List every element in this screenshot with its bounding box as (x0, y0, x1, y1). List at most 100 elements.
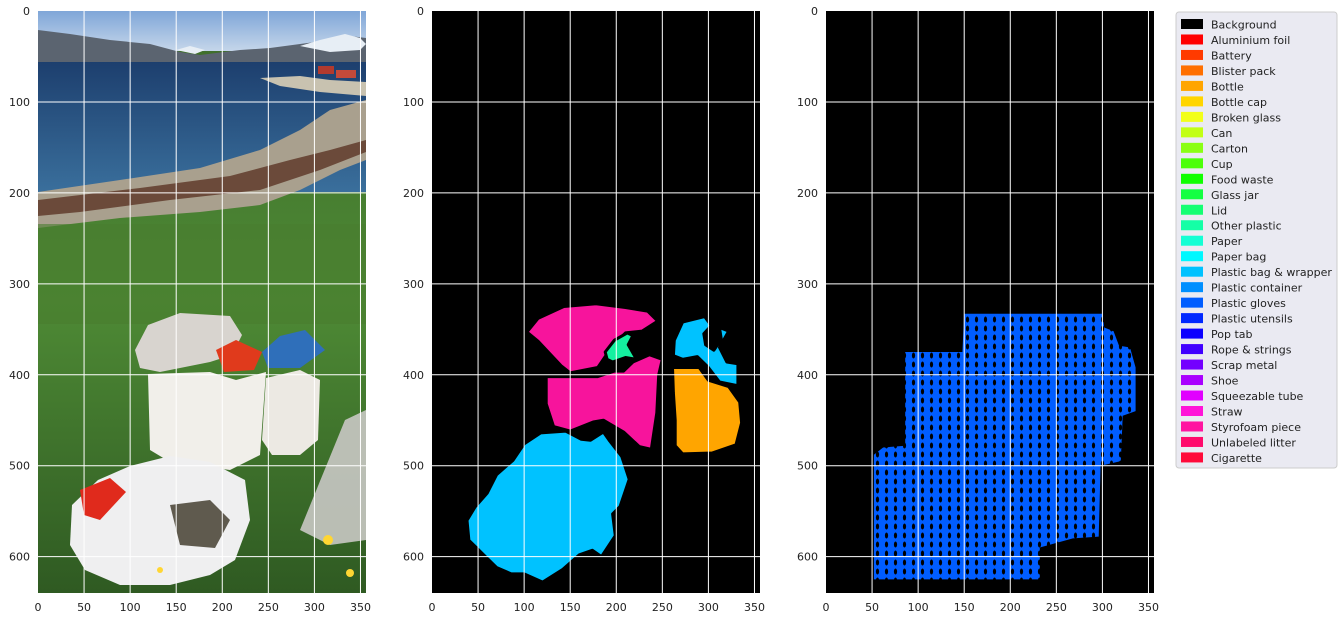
legend-label-styrofoam-piece: Styrofoam piece (1211, 421, 1301, 434)
legend-label-straw: Straw (1211, 406, 1243, 419)
legend-swatch-broken-glass (1181, 111, 1203, 122)
legend-label-bottle-cap: Bottle cap (1211, 96, 1267, 109)
gt-x-tick-label-0: 0 (429, 601, 436, 614)
legend-swatch-unlabeled-litter (1181, 436, 1203, 447)
pred-y-tick-label-0: 0 (811, 5, 818, 18)
pred-y-tick-label-200: 200 (797, 187, 818, 200)
gt-y-tick-label-0: 0 (417, 5, 424, 18)
photo-x-tick-label-200: 200 (212, 601, 233, 614)
photo-y-tick-label-0: 0 (23, 5, 30, 18)
gt-x-tick-label-150: 150 (560, 601, 581, 614)
legend-swatch-cup (1181, 158, 1203, 169)
legend-swatch-plastic-utensils (1181, 313, 1203, 324)
gt-y-tick-label-100: 100 (403, 96, 424, 109)
prediction-panel (826, 11, 1154, 593)
legend-label-plastic-gloves: Plastic gloves (1211, 297, 1286, 310)
legend-label-lid: Lid (1211, 204, 1227, 217)
pred-x-tick-label-100: 100 (908, 601, 929, 614)
legend-label-rope-strings: Rope & strings (1211, 344, 1292, 357)
legend-swatch-bottle-cap (1181, 96, 1203, 107)
photo-y-tick-label-100: 100 (9, 96, 30, 109)
photo-x-tick-label-350: 350 (350, 601, 371, 614)
gt-x-tick-label-50: 50 (471, 601, 485, 614)
legend-label-scrap-metal: Scrap metal (1211, 359, 1277, 372)
photo-y-tick-label-500: 500 (9, 460, 30, 473)
legend-swatch-paper (1181, 235, 1203, 246)
gt-x-tick-label-250: 250 (652, 601, 673, 614)
pred-x-tick-label-350: 350 (1138, 601, 1159, 614)
gt-y-tick-label-500: 500 (403, 460, 424, 473)
pred-y-tick-label-600: 600 (797, 551, 818, 564)
gt-x-tick-label-200: 200 (606, 601, 627, 614)
legend-swatch-straw (1181, 406, 1203, 416)
legend-swatch-can (1181, 127, 1203, 138)
photo-x-tick-label-0: 0 (35, 601, 42, 614)
legend-swatch-shoe (1181, 375, 1203, 386)
ground-truth-region-other-plastic-2 (603, 331, 638, 364)
photo-panel (38, 11, 366, 593)
legend-label-other-plastic: Other plastic (1211, 220, 1282, 233)
legend-swatch-pop-tab (1181, 328, 1203, 339)
legend-swatch-carton (1181, 142, 1203, 153)
ground-truth-region-styrofoam-piece-1 (544, 353, 664, 451)
legend-label-can: Can (1211, 127, 1232, 140)
pred-x-tick-label-300: 300 (1092, 601, 1113, 614)
legend-label-food-waste: Food waste (1211, 173, 1274, 186)
legend-swatch-squeezable-tube (1181, 390, 1203, 401)
legend-swatch-aluminium-foil (1181, 34, 1203, 45)
photo-y-tick-label-400: 400 (9, 369, 30, 382)
legend: Background Aluminium foil Battery Blister p… (1175, 11, 1338, 469)
gt-y-tick-label-400: 400 (403, 369, 424, 382)
legend-label-squeezable-tube: Squeezable tube (1211, 390, 1304, 403)
gt-y-tick-label-600: 600 (403, 551, 424, 564)
photo-y-tick-label-300: 300 (9, 278, 30, 291)
legend-swatch-glass-jar (1181, 189, 1203, 200)
pred-x-tick-label-50: 50 (865, 601, 879, 614)
legend-swatch-bottle (1181, 80, 1203, 91)
legend-label-carton: Carton (1211, 142, 1248, 155)
photo-x-tick-label-150: 150 (166, 601, 187, 614)
legend-swatch-other-plastic (1181, 220, 1203, 231)
legend-label-shoe: Shoe (1211, 375, 1239, 388)
ground-truth-panel (432, 11, 760, 593)
pred-x-tick-label-150: 150 (954, 601, 975, 614)
legend-swatch-scrap-metal (1181, 359, 1203, 370)
legend-label-glass-jar: Glass jar (1211, 189, 1259, 202)
legend-swatch-cigarette (1181, 452, 1203, 463)
pred-y-tick-label-500: 500 (797, 460, 818, 473)
pred-x-tick-label-200: 200 (1000, 601, 1021, 614)
legend-label-bottle: Bottle (1211, 80, 1244, 93)
legend-label-paper: Paper (1211, 235, 1243, 248)
legend-swatch-blister-pack (1181, 65, 1203, 76)
legend-swatch-paper-bag (1181, 251, 1203, 262)
gt-x-tick-label-100: 100 (514, 601, 535, 614)
gt-x-tick-label-300: 300 (698, 601, 719, 614)
legend-swatch-styrofoam-piece (1181, 421, 1203, 432)
ground-truth-region-plastic-bag-wrapper-5 (465, 429, 631, 584)
legend-label-aluminium-foil: Aluminium foil (1211, 34, 1290, 47)
legend-label-broken-glass: Broken glass (1211, 111, 1281, 124)
photo-y-tick-label-200: 200 (9, 187, 30, 200)
legend-label-plastic-bag-wrapper: Plastic bag & wrapper (1211, 266, 1332, 279)
legend-label-cup: Cup (1211, 158, 1233, 171)
photo-x-tick-label-100: 100 (120, 601, 141, 614)
legend-label-plastic-utensils: Plastic utensils (1211, 313, 1293, 326)
legend-label-paper-bag: Paper bag (1211, 251, 1266, 264)
legend-label-battery: Battery (1211, 49, 1252, 62)
legend-box (1175, 11, 1338, 469)
legend-swatch-plastic-container (1181, 282, 1203, 293)
legend-label-plastic-container: Plastic container (1211, 282, 1303, 295)
gt-y-tick-label-200: 200 (403, 187, 424, 200)
photo-y-tick-label-600: 600 (9, 551, 30, 564)
legend-swatch-plastic-bag-wrapper (1181, 266, 1203, 277)
pred-y-tick-label-400: 400 (797, 369, 818, 382)
ground-truth-region-plastic-bag-wrapper-4 (671, 315, 740, 388)
legend-label-cigarette: Cigarette (1211, 452, 1262, 465)
legend-swatch-rope-strings (1181, 344, 1203, 355)
photo-image (38, 11, 366, 593)
legend-swatch-food-waste (1181, 173, 1203, 184)
gt-y-tick-label-300: 300 (403, 278, 424, 291)
pred-y-tick-label-300: 300 (797, 278, 818, 291)
pred-x-tick-label-250: 250 (1046, 601, 1067, 614)
legend-label-pop-tab: Pop tab (1211, 328, 1253, 341)
